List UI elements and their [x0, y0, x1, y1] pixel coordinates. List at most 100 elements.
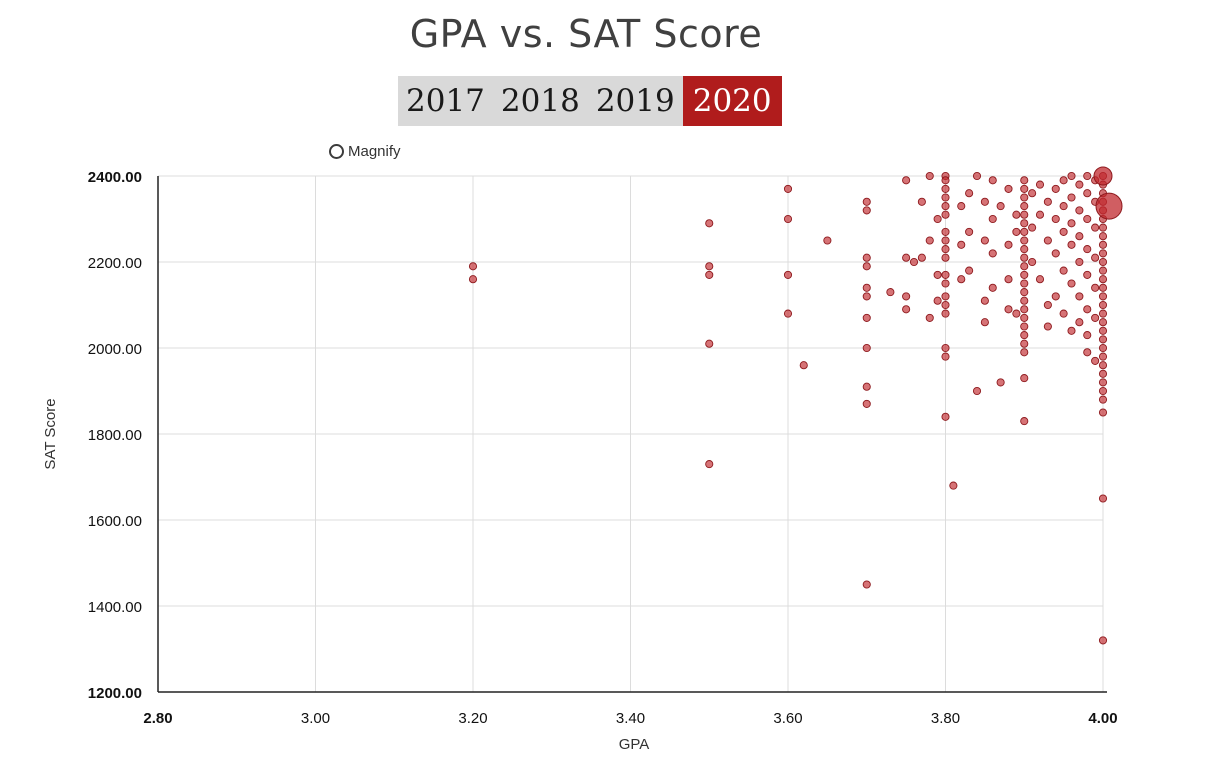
data-point[interactable]	[1091, 223, 1100, 232]
data-point[interactable]	[1075, 180, 1084, 189]
data-point[interactable]	[957, 240, 966, 249]
data-point[interactable]	[1051, 249, 1060, 258]
data-point[interactable]	[1075, 257, 1084, 267]
data-point[interactable]	[902, 176, 911, 185]
data-point[interactable]	[862, 206, 871, 215]
data-point[interactable]	[980, 318, 989, 327]
data-point[interactable]	[925, 313, 934, 322]
data-point[interactable]	[1091, 283, 1100, 292]
data-point[interactable]	[783, 270, 793, 279]
data-point[interactable]	[933, 214, 942, 224]
data-point[interactable]	[1098, 257, 1108, 267]
data-point[interactable]	[941, 184, 950, 193]
data-point[interactable]	[1098, 292, 1108, 301]
data-point[interactable]	[949, 481, 958, 490]
data-point[interactable]	[941, 309, 950, 318]
data-point[interactable]	[1020, 417, 1029, 426]
data-point[interactable]	[1035, 275, 1045, 284]
data-point[interactable]	[1051, 292, 1060, 301]
data-point[interactable]	[980, 236, 989, 245]
data-point[interactable]	[1004, 184, 1013, 193]
data-point[interactable]	[941, 210, 950, 219]
data-point[interactable]	[988, 249, 997, 258]
data-point[interactable]	[1012, 309, 1021, 318]
data-point[interactable]	[862, 292, 871, 301]
data-point[interactable]	[1020, 322, 1029, 331]
data-point[interactable]	[988, 176, 997, 185]
data-point[interactable]	[1020, 253, 1029, 262]
data-point[interactable]	[862, 253, 871, 262]
data-point[interactable]	[1098, 378, 1108, 387]
data-point[interactable]	[1083, 305, 1092, 314]
data-point[interactable]	[1098, 232, 1108, 241]
data-point[interactable]	[1020, 176, 1029, 185]
data-point[interactable]	[1083, 245, 1092, 254]
data-point-large[interactable]	[1093, 166, 1113, 186]
data-point[interactable]	[941, 343, 950, 353]
data-point[interactable]	[902, 305, 911, 314]
data-point[interactable]	[862, 399, 871, 408]
data-point[interactable]	[1020, 236, 1029, 245]
data-point[interactable]	[1083, 214, 1092, 224]
data-point[interactable]	[1098, 326, 1108, 335]
data-point[interactable]	[1020, 202, 1029, 211]
data-point[interactable]	[941, 412, 950, 421]
data-point[interactable]	[1020, 331, 1029, 340]
data-point[interactable]	[1098, 309, 1108, 318]
data-point[interactable]	[1098, 240, 1108, 249]
data-point[interactable]	[783, 214, 793, 224]
data-point[interactable]	[862, 313, 871, 322]
data-point[interactable]	[1028, 223, 1037, 232]
data-point-large[interactable]	[1095, 192, 1123, 220]
data-point[interactable]	[1059, 176, 1068, 185]
data-point[interactable]	[933, 270, 942, 279]
data-point[interactable]	[957, 202, 966, 211]
year-tab-2017[interactable]: 2017	[398, 76, 493, 126]
data-point[interactable]	[1067, 240, 1076, 249]
data-point[interactable]	[1098, 266, 1108, 275]
data-point[interactable]	[1028, 257, 1037, 267]
data-point[interactable]	[902, 253, 911, 262]
data-point[interactable]	[941, 227, 950, 236]
data-point[interactable]	[965, 266, 974, 275]
data-point[interactable]	[1020, 184, 1029, 193]
data-point[interactable]	[941, 300, 950, 310]
data-point[interactable]	[1043, 322, 1052, 331]
data-point[interactable]	[1098, 352, 1108, 361]
data-point[interactable]	[1075, 206, 1084, 215]
data-point[interactable]	[705, 339, 714, 348]
data-point[interactable]	[941, 193, 950, 202]
data-point[interactable]	[1098, 494, 1108, 503]
data-point[interactable]	[1043, 300, 1052, 310]
data-point[interactable]	[1020, 227, 1029, 236]
data-point[interactable]	[941, 176, 950, 185]
data-point[interactable]	[1020, 296, 1029, 305]
data-point[interactable]	[1075, 292, 1084, 301]
data-point[interactable]	[941, 236, 950, 245]
data-point[interactable]	[1020, 245, 1029, 254]
data-point[interactable]	[886, 288, 895, 297]
data-point[interactable]	[1098, 249, 1108, 258]
data-point[interactable]	[996, 202, 1005, 211]
data-point[interactable]	[1051, 214, 1060, 224]
data-point[interactable]	[965, 189, 974, 198]
data-point[interactable]	[957, 275, 966, 284]
data-point[interactable]	[902, 292, 911, 301]
data-point[interactable]	[1020, 348, 1029, 357]
data-point[interactable]	[1059, 266, 1068, 275]
data-point[interactable]	[988, 283, 997, 292]
data-point[interactable]	[1098, 386, 1108, 396]
data-point[interactable]	[917, 253, 926, 262]
data-point[interactable]	[1083, 189, 1092, 198]
data-point[interactable]	[933, 296, 942, 305]
data-point[interactable]	[1098, 223, 1108, 232]
data-point[interactable]	[1020, 305, 1029, 314]
data-point[interactable]	[1098, 335, 1108, 344]
data-point[interactable]	[941, 279, 950, 288]
data-point[interactable]	[862, 382, 871, 391]
data-point[interactable]	[972, 171, 982, 181]
data-point[interactable]	[1012, 227, 1021, 236]
data-point[interactable]	[799, 361, 808, 370]
data-point[interactable]	[1067, 279, 1076, 288]
data-point[interactable]	[1098, 343, 1108, 353]
